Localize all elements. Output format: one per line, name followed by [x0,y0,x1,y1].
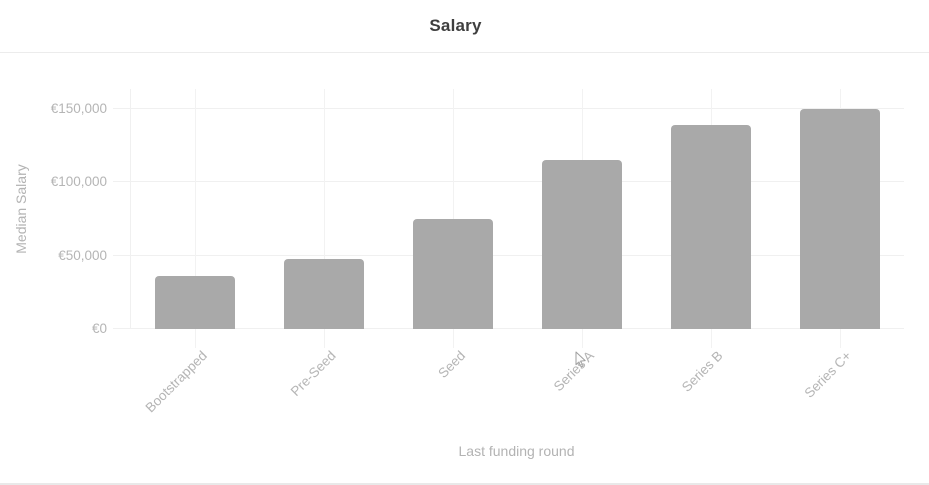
x-tick-label-pre-seed: Pre-Seed [287,348,339,399]
x-tick-label-seed: Seed [434,348,468,381]
bar-series-c[interactable] [799,109,880,329]
y-gridline [113,108,904,109]
x-gridline [453,89,455,348]
plot-area [113,89,904,348]
x-tick-label-series-c: Series C+ [801,348,855,401]
mouse-pointer-icon [575,351,586,368]
bar-series-b[interactable] [670,125,751,329]
y-axis-title-wrap: Median Salary [12,89,30,329]
y-tick-label: €150,000 [50,101,107,116]
y-gridline [113,181,904,183]
bar-seed[interactable] [413,219,494,329]
y-gridline [113,328,904,329]
y-tick-label: €100,000 [50,174,107,190]
x-tick-label-bootstrapped: Bootstrapped [142,348,211,416]
x-axis-title: Last funding round [458,443,575,459]
bar-pre-seed[interactable] [284,258,365,329]
x-gridline [195,89,197,348]
bar-bootstrapped[interactable] [155,276,236,329]
bar-series-a[interactable] [541,160,622,329]
chart-title: Salary [429,16,482,35]
y-tick-label: €0 [91,321,107,336]
x-tick-label-series-b: Series B [678,348,726,395]
x-gridline [324,89,326,348]
y-tick-label: €50,000 [58,247,107,263]
chart-header: Salary [0,0,929,53]
y-gridline [113,254,904,256]
